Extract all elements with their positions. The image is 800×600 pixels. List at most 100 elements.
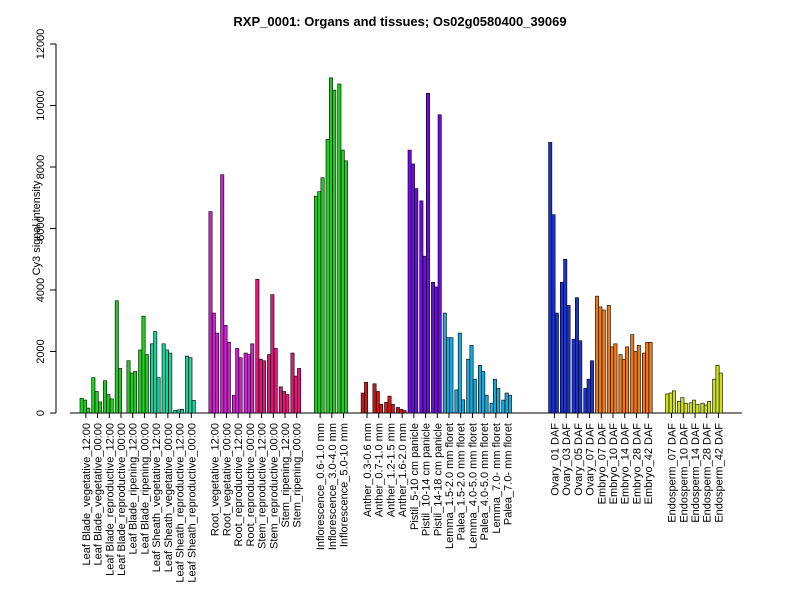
bar bbox=[610, 346, 615, 414]
bar bbox=[419, 200, 424, 414]
bar bbox=[665, 393, 670, 414]
bar bbox=[449, 337, 454, 414]
bar bbox=[384, 401, 389, 414]
x-tick-label: Anther_0.3-0.6 mm bbox=[362, 423, 374, 517]
bar bbox=[79, 397, 84, 414]
x-tick-label: Embryo_10 DAF bbox=[608, 423, 620, 505]
bar bbox=[399, 409, 404, 414]
bar bbox=[290, 352, 295, 414]
bar bbox=[387, 395, 392, 414]
bar bbox=[566, 305, 571, 414]
x-tick-label: Stem_ripening_12:00 bbox=[280, 423, 292, 528]
y-tick-label: 0 bbox=[35, 410, 47, 416]
bar bbox=[466, 358, 471, 414]
bar bbox=[141, 315, 146, 414]
x-tick-label: Root_reproductive_12:00 bbox=[233, 423, 245, 547]
bar bbox=[586, 378, 591, 414]
bar bbox=[574, 297, 579, 414]
bar bbox=[554, 312, 559, 414]
bar bbox=[176, 409, 181, 414]
x-tick-label: Inflorescence_0.6-1.0 mm bbox=[315, 423, 327, 550]
bar bbox=[601, 309, 606, 414]
x-tick-label: Endosperm_10 DAF bbox=[678, 423, 690, 523]
bar bbox=[559, 282, 564, 414]
x-tick-label: Ovary_05 DAF bbox=[573, 423, 585, 496]
x-tick-label: Endosperm_07 DAF bbox=[667, 423, 679, 523]
x-tick-label: Leaf Sheath_vegetative_00:00 bbox=[163, 423, 175, 572]
bar bbox=[86, 407, 91, 414]
x-tick-label: Inflorescence_3.0-4.0 mm bbox=[327, 423, 339, 550]
bar bbox=[247, 354, 251, 414]
x-tick-label: Lemma_1.5-2.0 mm floret bbox=[444, 423, 456, 549]
x-tick-label: Ovary_07 DAF bbox=[585, 423, 597, 496]
bar bbox=[422, 255, 427, 414]
bar bbox=[442, 312, 447, 414]
bar bbox=[563, 258, 568, 414]
bar bbox=[630, 334, 635, 414]
bar bbox=[402, 410, 407, 414]
bar bbox=[633, 351, 638, 414]
bar bbox=[83, 399, 87, 414]
chart-title: RXP_0001: Organs and tissues; Os02g05804… bbox=[233, 14, 566, 29]
bar bbox=[595, 295, 600, 414]
x-tick-label: Palea_1.5-2.0 mm floret bbox=[456, 423, 468, 540]
bar bbox=[185, 355, 190, 414]
bar bbox=[231, 394, 236, 414]
bar bbox=[504, 392, 509, 414]
y-ticks: 0 2000 4000 6000 8000 10000 12000 bbox=[35, 29, 56, 416]
bar bbox=[267, 354, 272, 414]
bar bbox=[668, 392, 673, 414]
bar bbox=[606, 305, 611, 414]
bar bbox=[692, 399, 697, 414]
x-tick-label: Root_vegetative_12:00 bbox=[210, 423, 222, 536]
bar bbox=[114, 300, 119, 414]
bar bbox=[621, 358, 626, 414]
bar bbox=[133, 371, 138, 414]
x-tick-label: Stem_reproductive_12:00 bbox=[257, 423, 269, 549]
bar bbox=[489, 402, 494, 414]
x-tick-label: Stem_ripening_00:00 bbox=[292, 423, 304, 528]
bar bbox=[636, 345, 641, 414]
bar bbox=[680, 397, 685, 414]
x-tick-label: Leaf Sheath_reproductive_12:00 bbox=[175, 423, 187, 583]
x-tick-label: Lemma_7.0- mm floret bbox=[491, 423, 503, 534]
x-tick-label: Root_reproductive_00:00 bbox=[245, 423, 257, 547]
bar bbox=[211, 312, 216, 414]
x-tick-label: Leaf Blade_ripening_12:00 bbox=[128, 423, 140, 555]
bar bbox=[161, 343, 166, 414]
bar bbox=[718, 372, 723, 414]
bar bbox=[613, 343, 618, 414]
bar bbox=[215, 332, 220, 414]
bar bbox=[317, 191, 322, 414]
bar bbox=[548, 142, 553, 414]
x-tick-label: Endosperm_14 DAF bbox=[690, 423, 702, 523]
bar bbox=[258, 358, 263, 414]
bar bbox=[407, 149, 412, 414]
bar bbox=[461, 399, 466, 414]
x-tick-label: Palea_4.0-5.0 mm floret bbox=[479, 423, 491, 540]
x-tick-label: Anther_1.2-1.5 mm bbox=[385, 423, 397, 517]
bar bbox=[98, 401, 102, 414]
bar bbox=[414, 188, 419, 414]
bar bbox=[712, 378, 717, 414]
bar bbox=[273, 348, 278, 414]
bar bbox=[340, 149, 345, 414]
bar bbox=[285, 394, 290, 414]
x-tick-label: Embryo_14 DAF bbox=[620, 423, 632, 505]
bar bbox=[262, 360, 266, 414]
bar bbox=[551, 214, 556, 414]
x-tick-label: Embryo_42 DAF bbox=[643, 423, 655, 505]
bar bbox=[410, 163, 415, 414]
y-tick-label: 8000 bbox=[35, 155, 47, 179]
y-tick-label: 10000 bbox=[35, 90, 47, 121]
bar bbox=[313, 195, 318, 414]
bar bbox=[337, 83, 342, 414]
x-tick-label: Ovary_03 DAF bbox=[561, 423, 573, 496]
bar bbox=[91, 377, 96, 414]
bar bbox=[395, 407, 400, 414]
x-tick-label: Leaf Blade_vegetative_00:00 bbox=[93, 423, 105, 566]
bar bbox=[320, 177, 325, 414]
bar bbox=[598, 306, 603, 414]
bar bbox=[208, 211, 213, 414]
